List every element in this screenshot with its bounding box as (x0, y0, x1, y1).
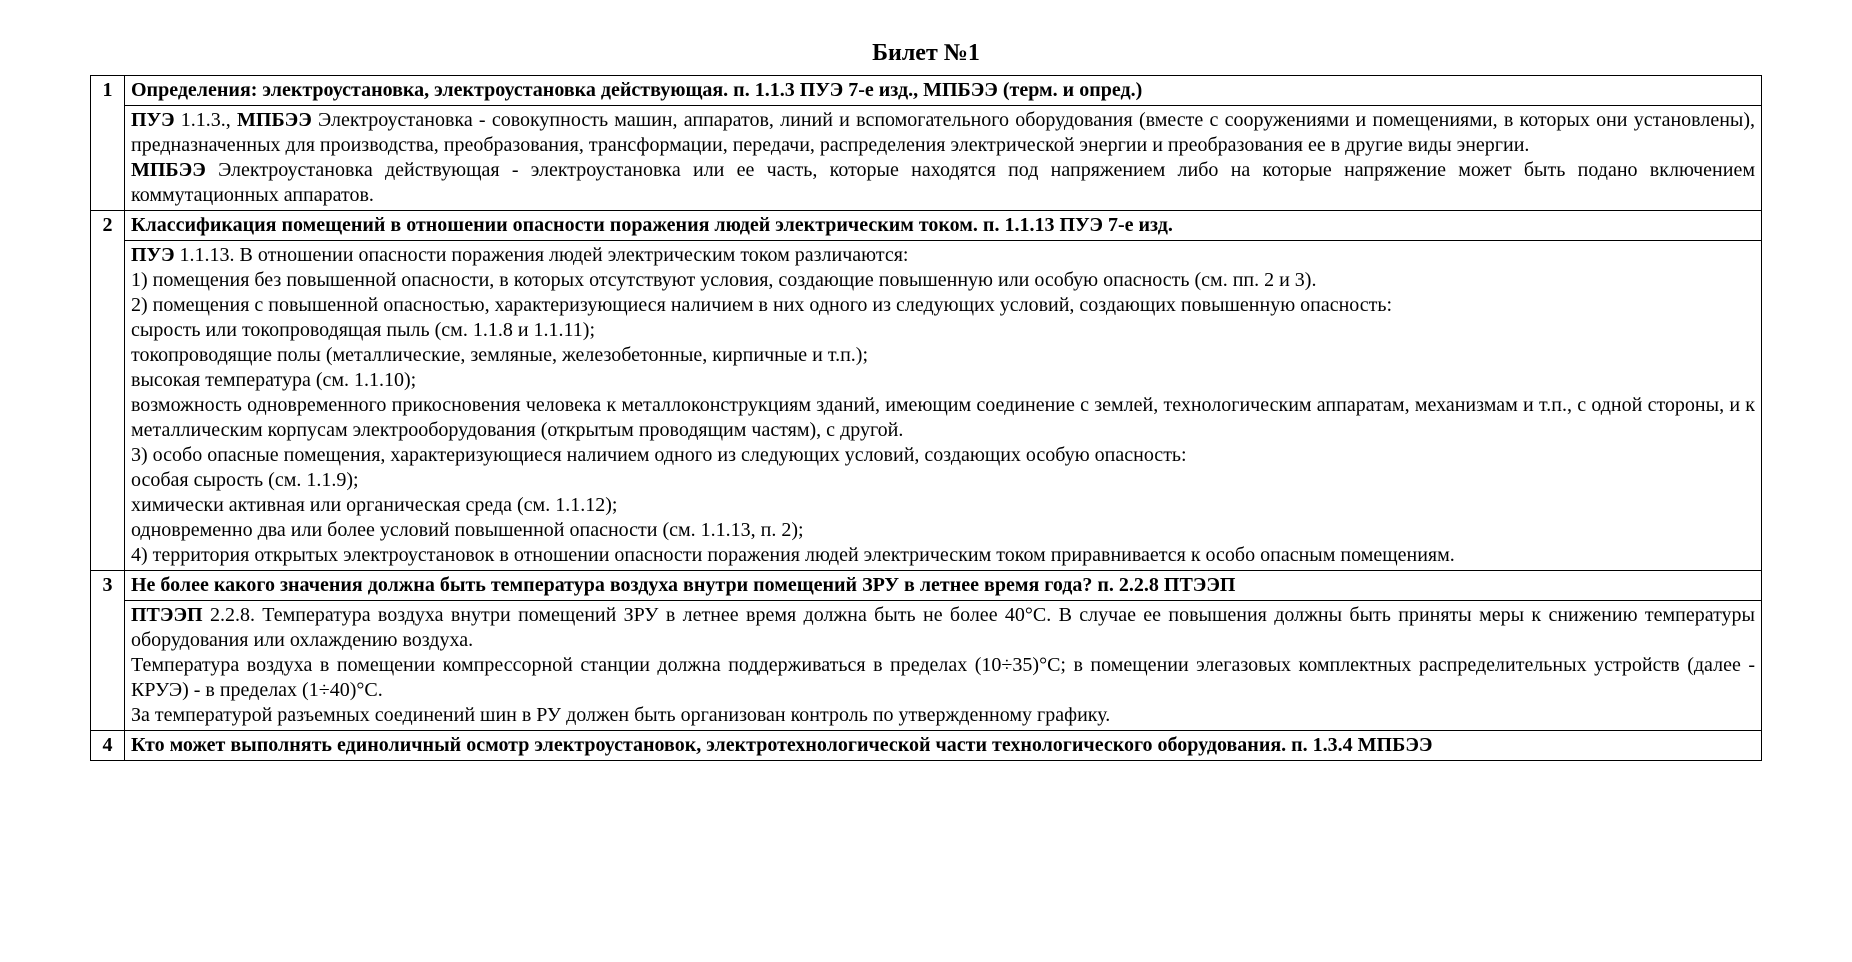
answer-cell: ПУЭ 1.1.3., МПБЭЭ Электроустановка - сов… (125, 106, 1762, 211)
answer-lead: МПБЭЭ (131, 159, 206, 181)
answer-line: токопроводящие полы (металлические, земл… (131, 343, 1755, 368)
answer-line: возможность одновременного прикосновения… (131, 393, 1755, 443)
answer-line: 1) помещения без повышенной опасности, в… (131, 268, 1755, 293)
row-number: 1 (91, 76, 125, 211)
answer-line: За температурой разъемных соединений шин… (131, 703, 1755, 728)
table-row: ПУЭ 1.1.3., МПБЭЭ Электроустановка - сов… (91, 106, 1762, 211)
table-row: 3 Не более какого значения должна быть т… (91, 571, 1762, 601)
answer-line: Температура воздуха в помещении компресс… (131, 653, 1755, 703)
answer-cell: ПТЭЭП 2.2.8. Температура воздуха внутри … (125, 601, 1762, 731)
ticket-table: 1 Определения: электроустановка, электро… (90, 75, 1762, 761)
page-title: Билет №1 (90, 40, 1762, 67)
answer-cell: ПУЭ 1.1.13. В отношении опасности пораже… (125, 241, 1762, 571)
answer-line: высокая температура (см. 1.1.10); (131, 368, 1755, 393)
answer-text: 2.2.8. Температура воздуха внутри помеще… (131, 604, 1755, 651)
answer-text: Электроустановка - совокупность машин, а… (131, 109, 1755, 156)
answer-line: 4) территория открытых электроустановок … (131, 543, 1755, 568)
answer-line: одновременно два или более условий повыш… (131, 518, 1755, 543)
answer-text: 1.1.3., (175, 109, 237, 131)
row-number: 2 (91, 211, 125, 571)
table-row: 2 Классификация помещений в отношении оп… (91, 211, 1762, 241)
answer-line: сырость или токопроводящая пыль (см. 1.1… (131, 318, 1755, 343)
table-row: 1 Определения: электроустановка, электро… (91, 76, 1762, 106)
question-cell: Кто может выполнять единоличный осмотр э… (125, 731, 1762, 761)
answer-line: 2) помещения с повышенной опасностью, ха… (131, 293, 1755, 318)
answer-line: химически активная или органическая сред… (131, 493, 1755, 518)
table-row: 4 Кто может выполнять единоличный осмотр… (91, 731, 1762, 761)
table-row: ПТЭЭП 2.2.8. Температура воздуха внутри … (91, 601, 1762, 731)
table-row: ПУЭ 1.1.13. В отношении опасности пораже… (91, 241, 1762, 571)
answer-lead: МПБЭЭ (237, 109, 312, 131)
row-number: 3 (91, 571, 125, 731)
answer-text: 1.1.13. В отношении опасности поражения … (175, 244, 909, 266)
row-number: 4 (91, 731, 125, 761)
answer-line: 3) особо опасные помещения, характеризую… (131, 443, 1755, 468)
answer-lead: ПТЭЭП (131, 604, 203, 626)
answer-line: особая сырость (см. 1.1.9); (131, 468, 1755, 493)
answer-text: Электроустановка действующая - электроус… (131, 159, 1755, 206)
question-cell: Не более какого значения должна быть тем… (125, 571, 1762, 601)
question-cell: Классификация помещений в отношении опас… (125, 211, 1762, 241)
answer-lead: ПУЭ (131, 244, 175, 266)
question-cell: Определения: электроустановка, электроус… (125, 76, 1762, 106)
answer-lead: ПУЭ (131, 109, 175, 131)
